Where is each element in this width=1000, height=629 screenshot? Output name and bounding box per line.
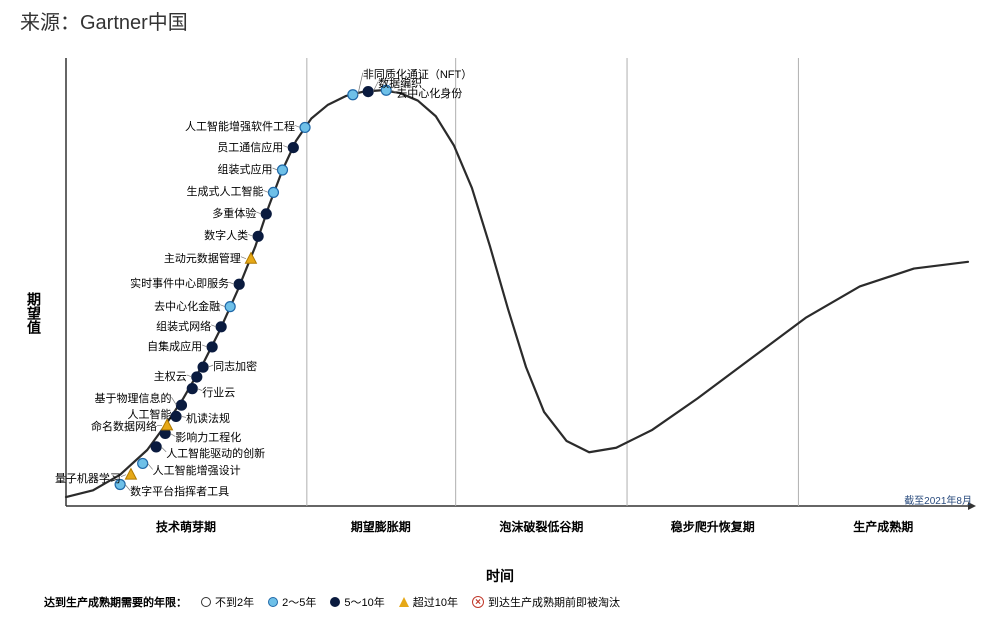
tech-label: 同志加密 — [213, 358, 257, 374]
legend-marker-5_10 — [330, 597, 340, 607]
tech-label: 影响力工程化 — [175, 429, 241, 445]
tech-label: 人工智能驱动的创新 — [166, 445, 265, 461]
tech-label: 数字平台指挥者工具 — [130, 483, 229, 499]
legend: 达到生产成熟期需要的年限： 不到2年 2～5年 5～10年 超过10年 × 到达生产成熟期… — [44, 594, 620, 610]
tech-label: 去中心化身份 — [396, 85, 462, 101]
legend-marker-lt2 — [201, 597, 211, 607]
tech-label: 量子机器学习 — [55, 470, 121, 486]
tech-label: 主权云 — [154, 368, 187, 384]
footnote: 截至2021年8月 — [904, 492, 972, 507]
tech-label: 组装式应用 — [217, 161, 272, 177]
phase-label: 生产成熟期 — [853, 518, 913, 535]
legend-item: × 到达生产成熟期前即被淘汰 — [472, 594, 620, 610]
tech-label: 主动元数据管理 — [164, 250, 241, 266]
tech-label: 自集成应用 — [147, 338, 202, 354]
hype-cycle-chart: 期望值 时间 技术萌芽期 期望膨胀期 泡沫破裂低谷期 稳步爬升恢复期 生产成熟期 数字平… — [20, 52, 980, 612]
legend-marker-gt10 — [399, 597, 409, 607]
tech-label: 人工智能增强软件工程 — [185, 118, 295, 134]
source-text: 来源：Gartner中国 — [20, 6, 188, 35]
tech-label: 去中心化金融 — [154, 298, 220, 314]
tech-label: 多重体验 — [212, 205, 256, 221]
legend-label: 到达生产成熟期前即被淘汰 — [488, 594, 620, 610]
tech-label: 基于物理信息的人工智能 — [94, 390, 171, 422]
tech-label: 生成式人工智能 — [186, 183, 263, 199]
tech-label: 组装式网络 — [156, 318, 211, 334]
tech-label: 员工通信应用 — [217, 139, 283, 155]
legend-label: 5～10年 — [344, 594, 384, 610]
legend-title: 达到生产成熟期需要的年限： — [44, 594, 187, 610]
y-axis-label: 期望值 — [24, 292, 44, 334]
legend-item: 2～5年 — [268, 594, 316, 610]
legend-marker-2_5 — [268, 597, 278, 607]
legend-label: 2～5年 — [282, 594, 316, 610]
legend-label: 超过10年 — [413, 594, 458, 610]
x-axis-label: 时间 — [20, 566, 980, 586]
phase-label: 稳步爬升恢复期 — [671, 518, 755, 535]
phase-label: 期望膨胀期 — [351, 518, 411, 535]
phase-label: 技术萌芽期 — [156, 518, 216, 535]
legend-item: 不到2年 — [201, 594, 254, 610]
tech-label: 人工智能增强设计 — [153, 462, 241, 478]
legend-item: 5～10年 — [330, 594, 384, 610]
tech-label: 行业云 — [202, 384, 235, 400]
legend-item: 超过10年 — [399, 594, 458, 610]
tech-label: 实时事件中心即服务 — [130, 275, 229, 291]
legend-marker-obsolete: × — [472, 596, 484, 608]
tech-label: 数字人类 — [204, 227, 248, 243]
phase-label: 泡沫破裂低谷期 — [499, 518, 583, 535]
tech-label: 机读法规 — [186, 410, 230, 426]
legend-label: 不到2年 — [215, 594, 254, 610]
